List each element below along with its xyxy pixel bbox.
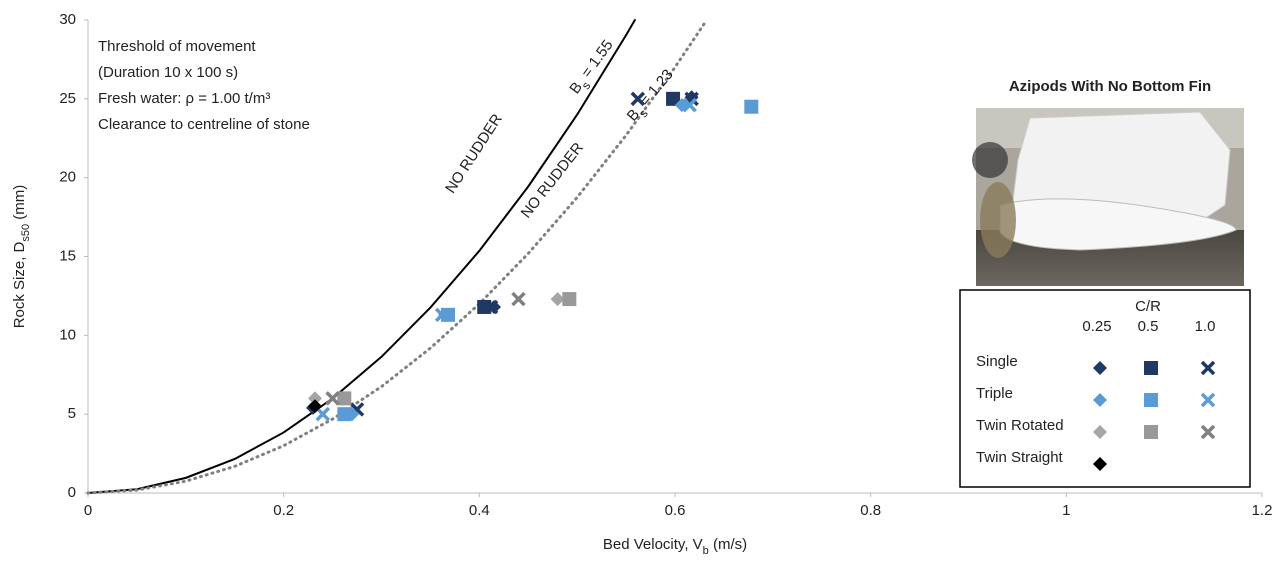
x-tick-label: 0	[84, 502, 92, 519]
legend-row: Twin Rotated	[976, 417, 1064, 434]
x-axis-label: Bed Velocity, Vb (m/s)	[603, 536, 747, 556]
y-tick-label: 25	[59, 90, 76, 107]
y-tick-label: 20	[59, 169, 76, 186]
threshold-curve	[87, 19, 636, 494]
data-point	[337, 391, 352, 406]
legend-row: Triple	[976, 385, 1013, 402]
legend-title: C/R	[1135, 298, 1161, 315]
y-axis-label-sub: s50	[20, 224, 32, 242]
data-point	[434, 307, 450, 323]
x-tick-label: 1	[1062, 502, 1070, 519]
y-tick-label: 30	[59, 11, 76, 28]
data-point	[315, 406, 331, 422]
annotation: Threshold of movement	[98, 38, 256, 55]
y-tick-label: 5	[68, 405, 76, 422]
threshold-curve	[86, 19, 708, 495]
x-axis-label-unit: (m/s)	[709, 536, 747, 553]
legend-marker-stroke	[1200, 424, 1216, 440]
x-axis-label-sub: b	[703, 545, 709, 556]
data-point	[562, 292, 577, 307]
curve-label: NO RUDDER	[442, 111, 506, 197]
data-point	[307, 391, 322, 406]
annotation: Fresh water: ρ = 1.00 t/m³	[98, 90, 270, 107]
data-point	[550, 292, 565, 307]
y-axis-label-main: Rock Size, D	[11, 241, 28, 328]
x-tick-label: 0.8	[860, 502, 881, 519]
legend-column: 0.5	[1138, 318, 1159, 335]
data-point	[666, 91, 681, 106]
data-point-stroke	[315, 406, 331, 422]
legend-marker	[1144, 393, 1158, 407]
legend-marker	[1093, 457, 1107, 471]
x-tick-label: 0.4	[469, 502, 490, 519]
x-tick-label: 1.2	[1252, 502, 1273, 519]
legend-row: Twin Straight	[976, 449, 1064, 466]
annotation: Clearance to centreline of stone	[98, 116, 310, 133]
x-tick-label: 0.6	[665, 502, 686, 519]
data-point	[511, 291, 526, 307]
data-point	[682, 97, 697, 113]
data-point-stroke	[483, 299, 499, 315]
data-point	[744, 99, 759, 114]
y-axis-label-unit: (mm)	[11, 185, 28, 224]
inset-title: Azipods With No Bottom Fin	[1009, 78, 1211, 95]
x-axis-label-main: Bed Velocity, V	[603, 536, 703, 553]
data-point	[630, 91, 646, 107]
legend-column: 0.25	[1082, 318, 1111, 335]
legend-marker	[1200, 392, 1216, 408]
inset-photo	[972, 108, 1244, 286]
data-point	[483, 299, 499, 315]
curve-equation: Bs= 1.55	[566, 37, 620, 100]
data-point	[325, 391, 340, 406]
data-point-stroke	[630, 91, 646, 107]
x-tick-label: 0.2	[273, 502, 294, 519]
y-tick-label: 0	[68, 484, 76, 501]
data-point-stroke	[511, 291, 526, 307]
annotation: (Duration 10 x 100 s)	[98, 64, 238, 81]
data-point-stroke	[325, 391, 340, 406]
legend-box	[959, 289, 1251, 488]
data-point	[307, 399, 322, 414]
legend-marker	[1093, 425, 1107, 439]
data-point-stroke	[682, 97, 697, 113]
y-tick-label: 15	[59, 247, 76, 264]
data-point	[337, 407, 352, 422]
legend-marker-stroke	[1200, 392, 1216, 408]
legend-marker-stroke	[1200, 360, 1216, 376]
legend-marker	[1144, 361, 1158, 375]
legend-marker	[1144, 425, 1158, 439]
y-tick-label: 10	[59, 326, 76, 343]
legend-marker	[1093, 393, 1107, 407]
legend-marker	[1093, 361, 1107, 375]
legend-marker	[1200, 424, 1216, 440]
data-point-stroke	[434, 307, 450, 323]
y-axis-label: Rock Size, Ds50 (mm)	[11, 185, 32, 329]
legend-row: Single	[976, 353, 1018, 370]
legend-marker	[1200, 360, 1216, 376]
legend-column: 1.0	[1195, 318, 1216, 335]
